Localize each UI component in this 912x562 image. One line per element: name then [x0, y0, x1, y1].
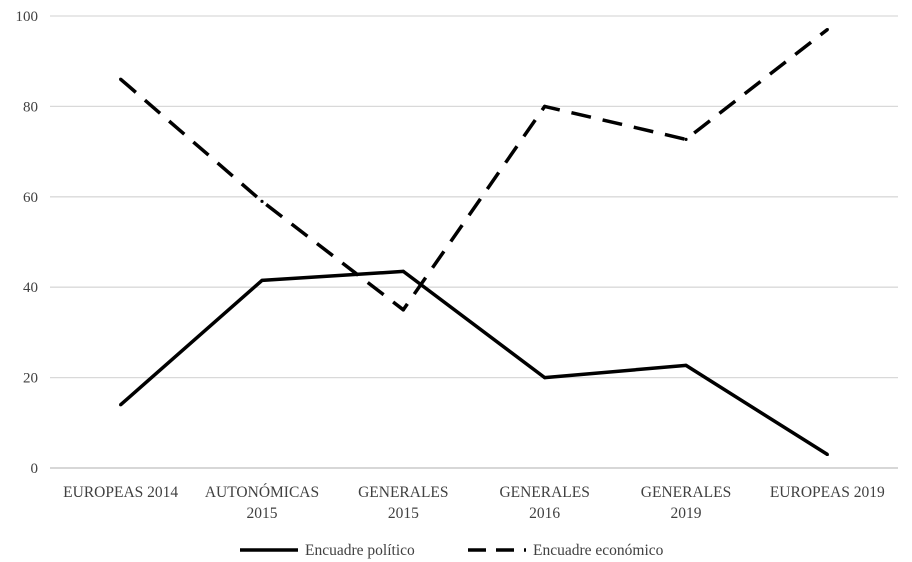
x-tick-label: 2016 [529, 505, 560, 522]
x-tick-label: GENERALES [499, 484, 589, 501]
x-tick-label: GENERALES [641, 484, 731, 501]
data-point [684, 363, 688, 367]
data-point [119, 403, 123, 407]
y-axis-tick-labels: 0 20 40 60 80 100 [16, 9, 39, 477]
x-tick-label: 2015 [388, 505, 419, 522]
data-point [684, 137, 688, 141]
x-tick-label: GENERALES [358, 484, 448, 501]
legend: Encuadre político Encuadre económico [240, 542, 664, 559]
series-line-1 [119, 269, 829, 456]
x-tick-label: EUROPEAS 2019 [770, 484, 885, 501]
gridlines [50, 15, 898, 469]
data-point [401, 308, 405, 312]
series-line-2 [119, 28, 829, 312]
legend-label: Encuadre económico [533, 542, 664, 559]
y-tick-label: 100 [16, 9, 39, 25]
x-tick-label: AUTONÓMICAS [205, 484, 319, 501]
series-lines [119, 27, 829, 457]
y-tick-label: 0 [31, 461, 39, 477]
data-point [401, 269, 405, 273]
legend-label: Encuadre político [305, 542, 415, 559]
data-point [543, 376, 547, 380]
data-point [119, 77, 123, 81]
y-tick-label: 20 [23, 371, 38, 387]
data-point [260, 199, 264, 203]
data-point [260, 278, 264, 283]
data-point [825, 452, 829, 457]
data-point [543, 104, 547, 108]
x-axis-tick-labels: EUROPEAS 2014 AUTONÓMICAS 2015 GENERALES 201… [63, 484, 885, 522]
y-tick-label: 40 [23, 280, 38, 296]
data-point [825, 27, 829, 32]
x-tick-label: 2015 [247, 505, 278, 522]
x-tick-label: 2019 [671, 505, 702, 522]
y-tick-label: 60 [23, 190, 38, 206]
y-tick-label: 80 [23, 99, 38, 115]
x-tick-label: EUROPEAS 2014 [63, 484, 178, 501]
